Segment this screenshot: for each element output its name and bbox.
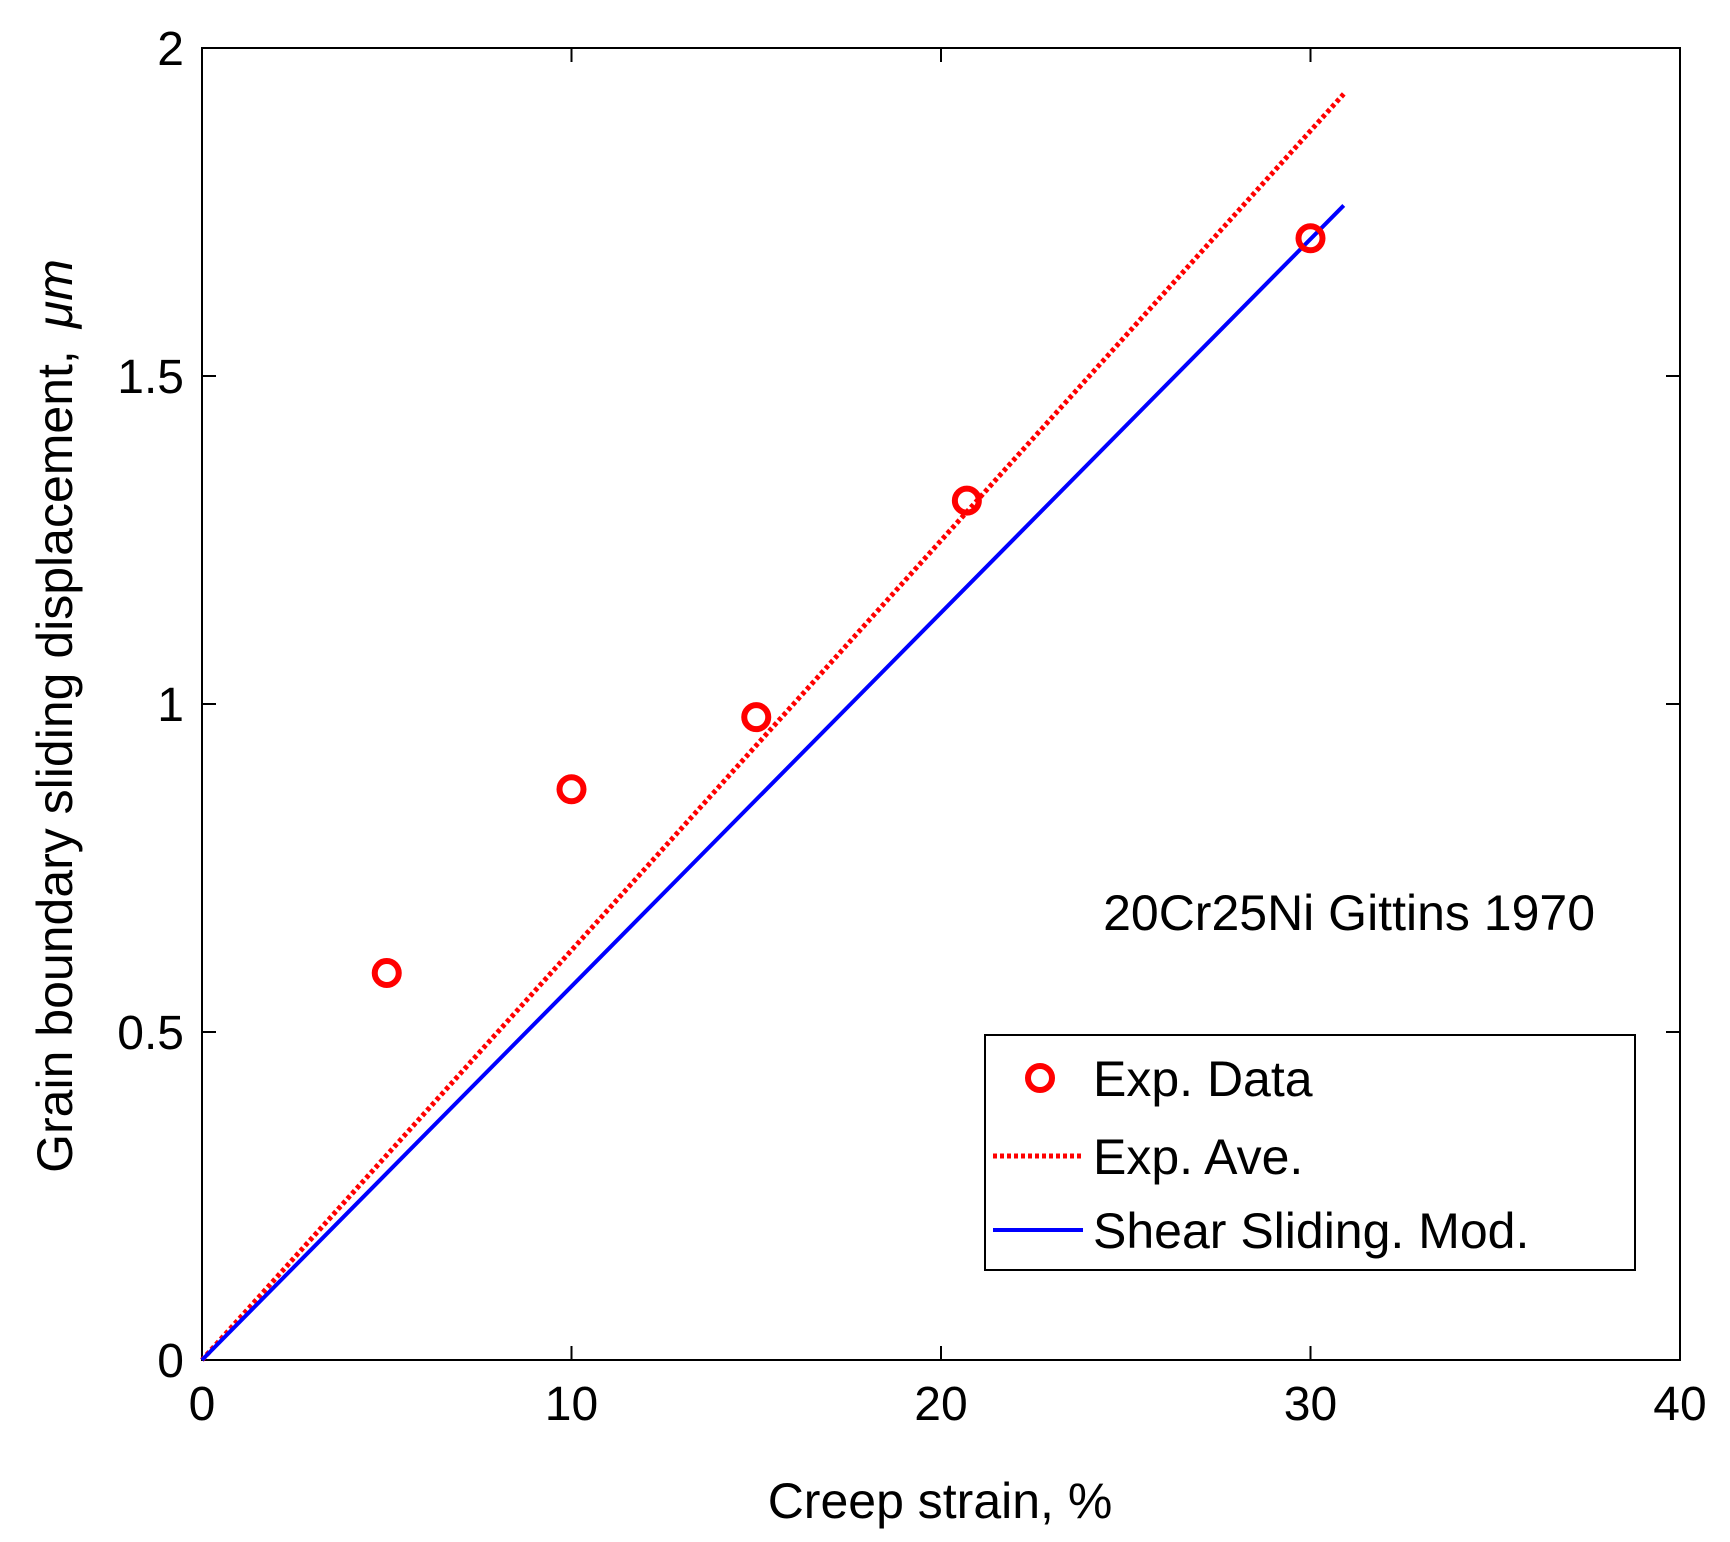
series-layer: [200, 92, 1346, 1362]
y-axis-label-main: Grain boundary sliding displacement,: [27, 350, 83, 1173]
x-tick-label: 40: [1653, 1378, 1706, 1431]
x-tick-label: 20: [914, 1378, 967, 1431]
x-tick-label: 0: [189, 1378, 216, 1431]
chart-annotation: 20Cr25Ni Gittins 1970: [1103, 885, 1595, 941]
y-axis-label-unit: μm: [27, 259, 83, 330]
series-line-2: [200, 204, 1346, 1362]
legend-label-exp-ave: Exp. Ave.: [1093, 1129, 1303, 1185]
legend: Exp. Data Exp. Ave. Shear Sliding. Mod.: [984, 1034, 1636, 1271]
data-point: [371, 957, 402, 988]
y-tick-label: 1: [157, 679, 184, 732]
data-point: [741, 702, 772, 733]
y-tick-label: 2: [157, 23, 184, 76]
legend-label-exp-data: Exp. Data: [1093, 1051, 1313, 1107]
x-axis-label: Creep strain, %: [768, 1473, 1113, 1529]
x-tick-labels: 0 10 20 30 40: [189, 1378, 1707, 1431]
data-point: [1295, 223, 1326, 254]
data-point: [951, 485, 982, 516]
legend-marker-exp-data: [1025, 1063, 1055, 1093]
y-tick-labels: 0 0.5 1 1.5 2: [117, 23, 184, 1388]
legend-box: [984, 1034, 1636, 1271]
y-tick-label: 0.5: [117, 1007, 184, 1060]
x-tick-label: 10: [545, 1378, 598, 1431]
y-tick-label: 0: [157, 1335, 184, 1388]
x-tick-label: 30: [1284, 1378, 1337, 1431]
legend-label-shear-model: Shear Sliding. Mod.: [1093, 1203, 1529, 1259]
data-point: [556, 774, 587, 805]
axis-ticks: [201, 47, 1681, 1361]
y-tick-label: 1.5: [117, 351, 184, 404]
y-axis-label: Grain boundary sliding displacement, μm: [27, 259, 83, 1173]
